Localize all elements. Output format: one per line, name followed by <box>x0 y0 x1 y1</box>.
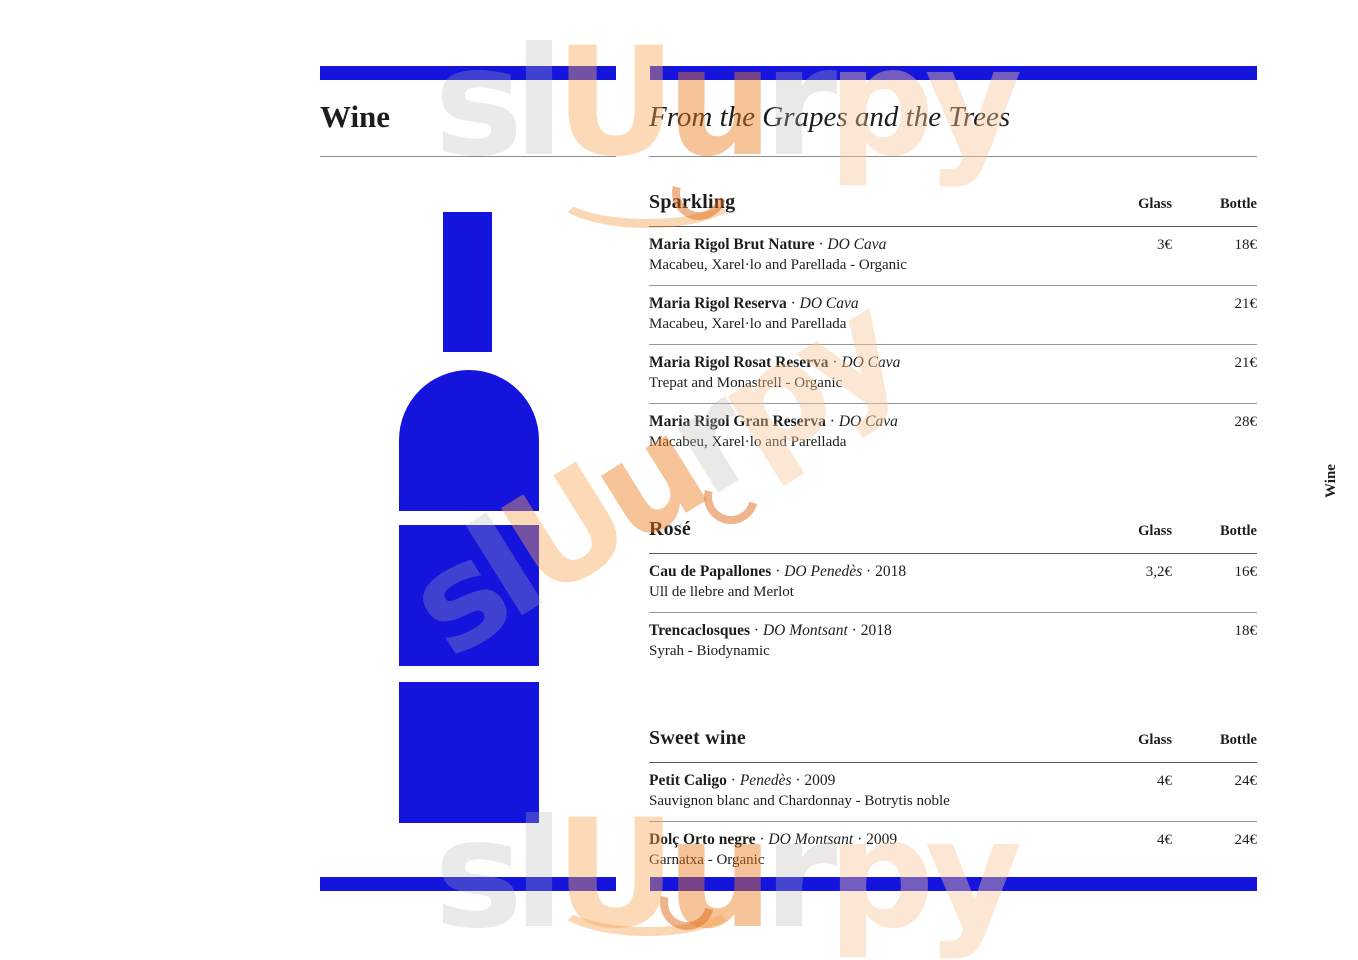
menu-content: From the Grapes and the Trees Sparkling … <box>649 99 1257 880</box>
item-year: 2018 <box>860 622 892 639</box>
menu-item: Dolç Orto negre · DO Montsant · 2009 4€ … <box>649 822 1257 880</box>
item-description: Macabeu, Xarel·lo and Parellada - Organi… <box>649 257 907 273</box>
item-price-bottle: 28€ <box>1234 414 1258 430</box>
item-description: Macabeu, Xarel·lo and Parellada <box>649 316 847 332</box>
section-heading: Sparkling <box>649 191 736 213</box>
item-appellation: DO Cava <box>799 295 859 312</box>
item-price-glass: 4€ <box>1157 773 1172 789</box>
item-appellation: DO Cava <box>827 236 887 253</box>
item-name: Maria Rigol Reserva · DO Cava <box>649 295 859 312</box>
item-price-bottle: 21€ <box>1234 296 1258 312</box>
accent-bar-left-bottom <box>320 877 616 891</box>
wine-bottle-body-icon <box>399 525 539 666</box>
page-title: Wine <box>320 99 391 134</box>
menu-subtitle: From the Grapes and the Trees <box>649 101 1011 133</box>
item-price-bottle: 24€ <box>1234 773 1258 789</box>
section-heading: Sweet wine <box>649 727 746 749</box>
item-year: 2009 <box>866 831 898 848</box>
item-appellation: DO Montsant <box>768 831 854 848</box>
accent-bar-right-bottom <box>650 877 1257 891</box>
accent-bar-left-top <box>320 66 616 80</box>
section-divider <box>649 762 1257 763</box>
item-name: Cau de Papallones · DO Penedès · 2018 <box>649 563 907 580</box>
item-price-bottle: 16€ <box>1234 564 1258 580</box>
column-header-glass: Glass <box>1138 732 1172 748</box>
column-header-bottle: Bottle <box>1219 523 1257 539</box>
item-description: Trepat and Monastrell - Organic <box>649 375 843 391</box>
menu-item: Petit Caligo · Penedès · 2009 4€ 24€ Sau… <box>649 763 1257 822</box>
item-appellation: DO Montsant <box>762 622 848 639</box>
menu-item: Maria Rigol Gran Reserva · DO Cava 28€ M… <box>649 404 1257 462</box>
item-appellation: DO Cava <box>841 354 901 371</box>
item-name: Maria Rigol Brut Nature · DO Cava <box>649 236 887 253</box>
item-price-bottle: 18€ <box>1234 237 1258 253</box>
wine-bottle-body-icon <box>399 682 539 823</box>
column-header-bottle: Bottle <box>1219 732 1257 748</box>
item-year: 2009 <box>804 772 836 789</box>
item-appellation: DO Cava <box>838 413 898 430</box>
menu-item: Trencaclosques · DO Montsant · 2018 18€ … <box>649 613 1257 671</box>
item-name: Trencaclosques · DO Montsant · 2018 <box>649 622 892 639</box>
item-price-glass: 3,2€ <box>1145 564 1172 580</box>
item-description: Syrah - Biodynamic <box>649 643 770 659</box>
item-price-bottle: 24€ <box>1234 832 1258 848</box>
wine-bottle-shoulder-icon <box>399 370 539 511</box>
item-appellation: Penedès <box>739 772 792 789</box>
section-sweet-wine: Sweet wine Glass Bottle Petit Caligo · P… <box>649 727 1257 880</box>
column-header-glass: Glass <box>1138 523 1172 539</box>
menu-item: Maria Rigol Rosat Reserva · DO Cava 21€ … <box>649 345 1257 404</box>
section-divider <box>649 553 1257 554</box>
item-year: 2018 <box>875 563 907 580</box>
side-label-wine: Wine <box>1323 464 1339 498</box>
subtitle-divider <box>649 156 1257 157</box>
item-name: Maria Rigol Gran Reserva · DO Cava <box>649 413 898 430</box>
section-sparkling: Sparkling Glass Bottle Maria Rigol Brut … <box>649 191 1257 462</box>
item-price-bottle: 18€ <box>1234 623 1258 639</box>
section-heading: Rosé <box>649 518 691 540</box>
menu-item: Cau de Papallones · DO Penedès · 2018 3,… <box>649 554 1257 613</box>
title-divider <box>320 156 616 157</box>
wine-bottle-neck-icon <box>443 212 492 352</box>
accent-bar-right-top <box>650 66 1257 80</box>
item-description: Sauvignon blanc and Chardonnay - Botryti… <box>649 793 950 809</box>
section-rose: Rosé Glass Bottle Cau de Papallones · DO… <box>649 518 1257 671</box>
menu-item: Maria Rigol Brut Nature · DO Cava 3€ 18€… <box>649 227 1257 286</box>
item-name: Petit Caligo · Penedès · 2009 <box>649 772 836 789</box>
item-description: Ull de llebre and Merlot <box>649 584 794 600</box>
menu-item: Maria Rigol Reserva · DO Cava 21€ Macabe… <box>649 286 1257 345</box>
item-price-bottle: 21€ <box>1234 355 1258 371</box>
column-header-glass: Glass <box>1138 196 1172 212</box>
item-price-glass: 4€ <box>1157 832 1172 848</box>
item-description: Macabeu, Xarel·lo and Parellada <box>649 434 847 450</box>
item-description: Garnatxa - Organic <box>649 852 765 868</box>
item-name: Maria Rigol Rosat Reserva · DO Cava <box>649 354 901 371</box>
item-price-glass: 3€ <box>1157 237 1172 253</box>
section-divider <box>649 226 1257 227</box>
column-header-bottle: Bottle <box>1219 196 1257 212</box>
item-name: Dolç Orto negre · DO Montsant · 2009 <box>649 831 898 848</box>
item-appellation: DO Penedès <box>784 563 863 580</box>
